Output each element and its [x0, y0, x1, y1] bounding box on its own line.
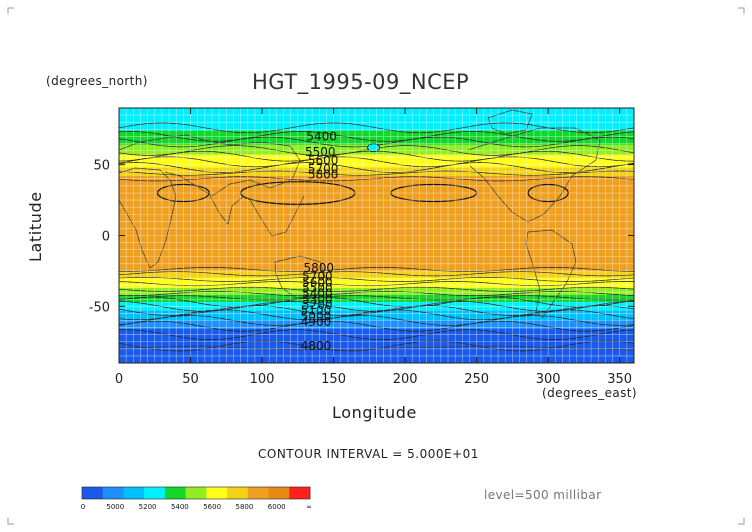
- contour-label: 5300: [302, 292, 333, 306]
- contour-interval-note: CONTOUR INTERVAL = 5.000E+01: [258, 447, 479, 461]
- colorbar-swatch: [82, 487, 104, 499]
- colorbar-label: 5000: [106, 503, 124, 511]
- colorbar-swatch: [227, 487, 249, 499]
- y-tick-label: 0: [102, 230, 110, 245]
- contour-label: 5500: [305, 145, 336, 159]
- y-axis-label: Latitude: [26, 191, 45, 262]
- x-tick-label: 150: [321, 372, 346, 387]
- colorbar-label: 5400: [171, 503, 189, 511]
- y-axis-units: (degrees_north): [46, 74, 148, 88]
- colorbar-label: ∞: [306, 503, 312, 511]
- contour-label: 5600: [308, 153, 339, 167]
- colorbar-swatch: [268, 487, 290, 499]
- y-tick-label: -50: [89, 300, 110, 315]
- contour-labels: 5400550056005700580058005700560055005400…: [301, 129, 339, 353]
- contour-label: 5500: [302, 281, 333, 295]
- level-note: level=500 millibar: [484, 488, 602, 502]
- y-tick-marks: [119, 164, 634, 307]
- x-tick-label: 0: [115, 372, 123, 387]
- contour-label: 5400: [306, 129, 337, 143]
- colorbar-swatch: [164, 487, 186, 499]
- contour-label: 5800: [308, 168, 339, 182]
- x-tick-label: 350: [607, 372, 632, 387]
- x-tick-labels: 0 50 100 150 200 250 300 350: [115, 372, 632, 387]
- plot-grid: [119, 108, 634, 363]
- colorbar-swatch: [185, 487, 207, 499]
- corner-mark-br: [738, 518, 745, 525]
- colorbar-swatch: [102, 487, 124, 499]
- y-tick-labels: -50 0 50: [89, 159, 110, 316]
- x-tick-marks: [118, 108, 621, 363]
- contour-label: 5400: [302, 287, 333, 301]
- contour-label: 5200: [302, 298, 333, 312]
- colorbar-swatch: [247, 487, 269, 499]
- colorbar-swatch: [289, 487, 311, 499]
- colorbar-frame: [81, 486, 311, 500]
- south-america-outline: [525, 229, 577, 319]
- australia-outline: [274, 255, 327, 299]
- contour-label: 5600: [302, 275, 333, 289]
- x-axis-label: Longitude: [332, 403, 417, 422]
- colorbar-label: 5600: [203, 503, 221, 511]
- colorbar-swatch: [144, 487, 166, 499]
- se-asia-outline: [249, 195, 305, 237]
- x-tick-label: 300: [536, 372, 561, 387]
- x-tick-label: 100: [250, 372, 275, 387]
- colorbar-label: 6000: [268, 503, 286, 511]
- contour-label: 4800: [301, 339, 332, 353]
- chart-title: HGT_1995-09_NCEP: [252, 70, 470, 94]
- colorbar-label: 5800: [236, 503, 254, 511]
- contour-label: 5000: [301, 309, 332, 323]
- india-outline: [209, 195, 245, 225]
- x-tick-label: 50: [182, 372, 199, 387]
- y-tick-label: 50: [93, 159, 110, 174]
- contour-label: 5800: [304, 261, 335, 275]
- colorbar: [81, 486, 311, 500]
- corner-mark-tl: [7, 7, 14, 14]
- x-tick-label: 250: [464, 372, 489, 387]
- colorbar-swatch: [123, 487, 145, 499]
- contour-label: 5700: [302, 270, 333, 284]
- colorbar-labels: 0 5000 5200 5400 5600 5800 6000 ∞: [81, 503, 312, 511]
- greenland-outline: [487, 109, 533, 135]
- colorbar-label: 5200: [139, 503, 157, 511]
- colorbar-swatch: [206, 487, 228, 499]
- contour-label: 5100: [301, 304, 332, 318]
- corner-mark-bl: [7, 518, 14, 525]
- europe-outline: [119, 134, 301, 197]
- x-tick-label: 200: [393, 372, 418, 387]
- colorbar-label: 0: [81, 503, 85, 511]
- africa-outline: [119, 167, 177, 269]
- corner-mark-tr: [738, 7, 745, 14]
- contour-label: 4900: [301, 315, 332, 329]
- x-axis-units: (degrees_east): [542, 386, 637, 400]
- contour-label: 5700: [308, 162, 339, 176]
